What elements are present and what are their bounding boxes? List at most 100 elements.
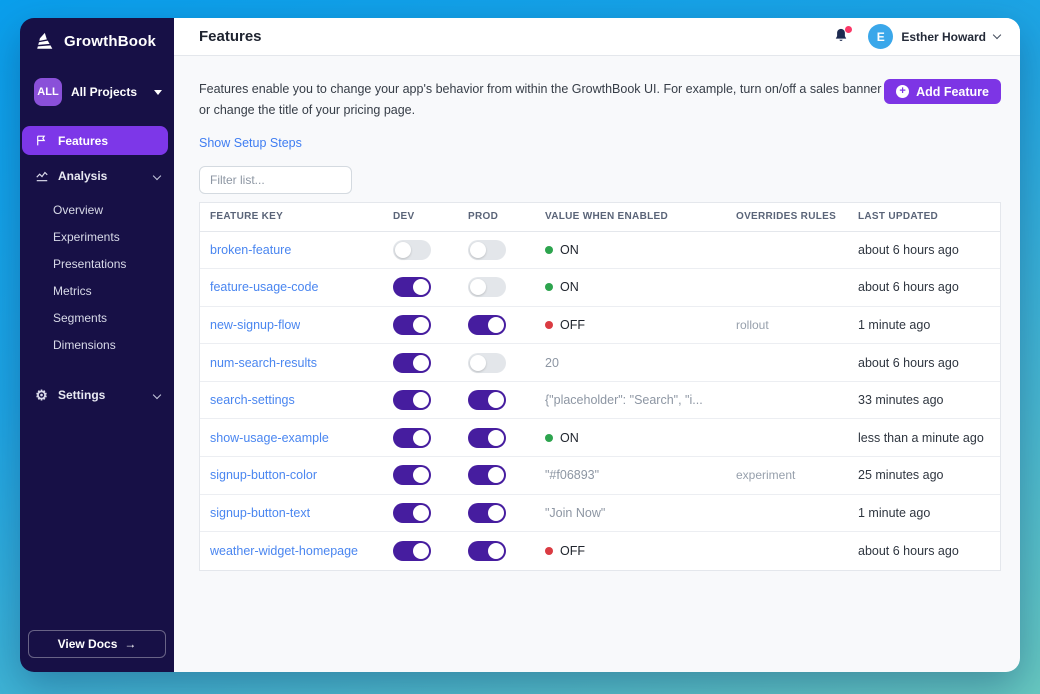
prod-toggle[interactable] (468, 541, 506, 562)
prod-toggle[interactable] (468, 352, 506, 373)
dev-toggle[interactable] (393, 541, 431, 562)
prod-toggle[interactable] (468, 465, 506, 486)
dev-toggle-cell (383, 390, 458, 411)
project-selector[interactable]: ALL All Projects (20, 62, 174, 106)
sidebar-item-dimensions[interactable]: Dimensions (53, 337, 116, 352)
chevron-down-icon (992, 30, 1002, 40)
prod-toggle-cell (458, 352, 535, 373)
feature-key-link[interactable]: new-signup-flow (210, 317, 301, 332)
toggle-knob (470, 354, 486, 371)
sidebar-item-presentations[interactable]: Presentations (53, 256, 127, 271)
notifications-button[interactable] (832, 25, 853, 47)
value-text: "Join Now" (545, 505, 606, 520)
user-menu[interactable]: E Esther Howard (868, 24, 1002, 49)
table-row: weather-widget-homepage OFF about 6 hours … (200, 532, 1000, 570)
add-feature-button[interactable]: + Add Feature (884, 79, 1001, 104)
feature-key-link[interactable]: signup-button-color (210, 468, 318, 483)
feature-key-link[interactable]: broken-feature (210, 242, 292, 257)
dev-toggle[interactable] (393, 390, 431, 411)
sidebar-item-features[interactable]: Features (22, 126, 168, 155)
toggle-knob (470, 279, 486, 296)
sidebar-item-segments[interactable]: Segments (53, 310, 108, 325)
last-updated-cell: about 6 hours ago (848, 356, 1000, 370)
toggle-knob (488, 467, 504, 484)
sidebar-nav: Features Analysis Overview Experiments Pre… (20, 126, 174, 409)
dev-toggle[interactable] (393, 502, 431, 523)
dev-toggle[interactable] (393, 277, 431, 298)
dev-toggle[interactable] (393, 465, 431, 486)
feature-key-link[interactable]: num-search-results (210, 355, 317, 370)
project-label: All Projects (71, 85, 138, 99)
feature-key-link[interactable]: signup-button-text (210, 505, 311, 520)
prod-toggle[interactable] (468, 277, 506, 298)
add-feature-label: Add Feature (916, 84, 989, 99)
app-title: GrowthBook (64, 32, 156, 50)
content: Features enable you to change your app's… (174, 56, 1020, 591)
page-description: Features enable you to change your app's… (199, 82, 882, 118)
sidebar-item-settings[interactable]: ⚙ Settings (20, 380, 174, 409)
value-cell: {"placeholder": "Search", "i... (535, 393, 726, 407)
growthbook-logo-icon (37, 32, 53, 49)
feature-key-cell: signup-button-text (200, 506, 383, 520)
flag-icon (34, 133, 49, 148)
overrides-cell: rollout (726, 318, 848, 332)
sidebar-item-analysis[interactable]: Analysis (20, 161, 174, 190)
toggle-knob (488, 392, 504, 409)
prod-toggle[interactable] (468, 502, 506, 523)
dev-toggle-cell (383, 541, 458, 562)
toggle-knob (488, 429, 504, 446)
prod-toggle[interactable] (468, 314, 506, 335)
dev-toggle-cell (383, 465, 458, 486)
feature-table-body: broken-feature ON about 6 hours ago feature… (200, 232, 1000, 570)
value-text: OFF (560, 317, 585, 332)
toggle-knob (413, 543, 429, 560)
sidebar-item-experiments[interactable]: Experiments (53, 229, 120, 244)
feature-key-link[interactable]: weather-widget-homepage (210, 544, 359, 559)
analysis-subitems: Overview Experiments Presentations Metrics S… (20, 196, 174, 358)
value-cell: 20 (535, 356, 726, 370)
column-header: DEV (393, 211, 415, 222)
last-updated-cell: about 6 hours ago (848, 280, 1000, 294)
feature-key-link[interactable]: show-usage-example (210, 430, 329, 445)
overrides-text: rollout (736, 317, 769, 332)
gear-icon: ⚙ (35, 386, 48, 403)
table-row: show-usage-example ON less than a minute a… (200, 419, 1000, 458)
page-title: Features (199, 28, 262, 45)
table-row: signup-button-color "#f06893" experiment 25… (200, 457, 1000, 495)
filter-input[interactable] (199, 165, 352, 194)
column-header: PROD (468, 211, 499, 222)
toggle-knob (413, 392, 429, 409)
dev-toggle[interactable] (393, 239, 431, 260)
dev-toggle-cell (383, 502, 458, 523)
column-header: FEATURE KEY (210, 211, 284, 222)
sidebar-item-metrics[interactable]: Metrics (53, 283, 92, 298)
arrow-right-icon: → (124, 637, 137, 651)
last-updated-text: about 6 hours ago (858, 242, 959, 257)
value-cell: ON (535, 280, 726, 294)
feature-key-link[interactable]: feature-usage-code (210, 280, 319, 295)
table-row: feature-usage-code ON about 6 hours ago (200, 269, 1000, 307)
main-area: Features E Esther Howard Features (174, 18, 1020, 672)
value-cell: ON (535, 243, 726, 257)
feature-key-cell: search-settings (200, 393, 383, 407)
feature-key-link[interactable]: search-settings (210, 393, 295, 408)
prod-toggle[interactable] (468, 390, 506, 411)
prod-toggle-cell (458, 390, 535, 411)
table-header-row: FEATURE KEY DEV PROD VALUE WHEN ENABLED … (200, 203, 1000, 232)
feature-key-cell: feature-usage-code (200, 280, 383, 294)
avatar: E (868, 24, 894, 49)
prod-toggle[interactable] (468, 239, 506, 260)
dev-toggle[interactable] (393, 427, 431, 448)
sidebar-item-overview[interactable]: Overview (53, 202, 104, 217)
toggle-knob (413, 354, 429, 371)
logo[interactable]: GrowthBook (20, 18, 174, 62)
prod-toggle[interactable] (468, 427, 506, 448)
sidebar-item-label: Features (58, 133, 109, 148)
view-docs-button[interactable]: View Docs → (28, 630, 166, 658)
prod-toggle-cell (458, 277, 535, 298)
value-text: 20 (545, 355, 559, 370)
dev-toggle[interactable] (393, 352, 431, 373)
show-setup-steps-link[interactable]: Show Setup Steps (199, 135, 302, 150)
features-table: FEATURE KEY DEV PROD VALUE WHEN ENABLED … (199, 201, 1001, 571)
dev-toggle[interactable] (393, 314, 431, 335)
